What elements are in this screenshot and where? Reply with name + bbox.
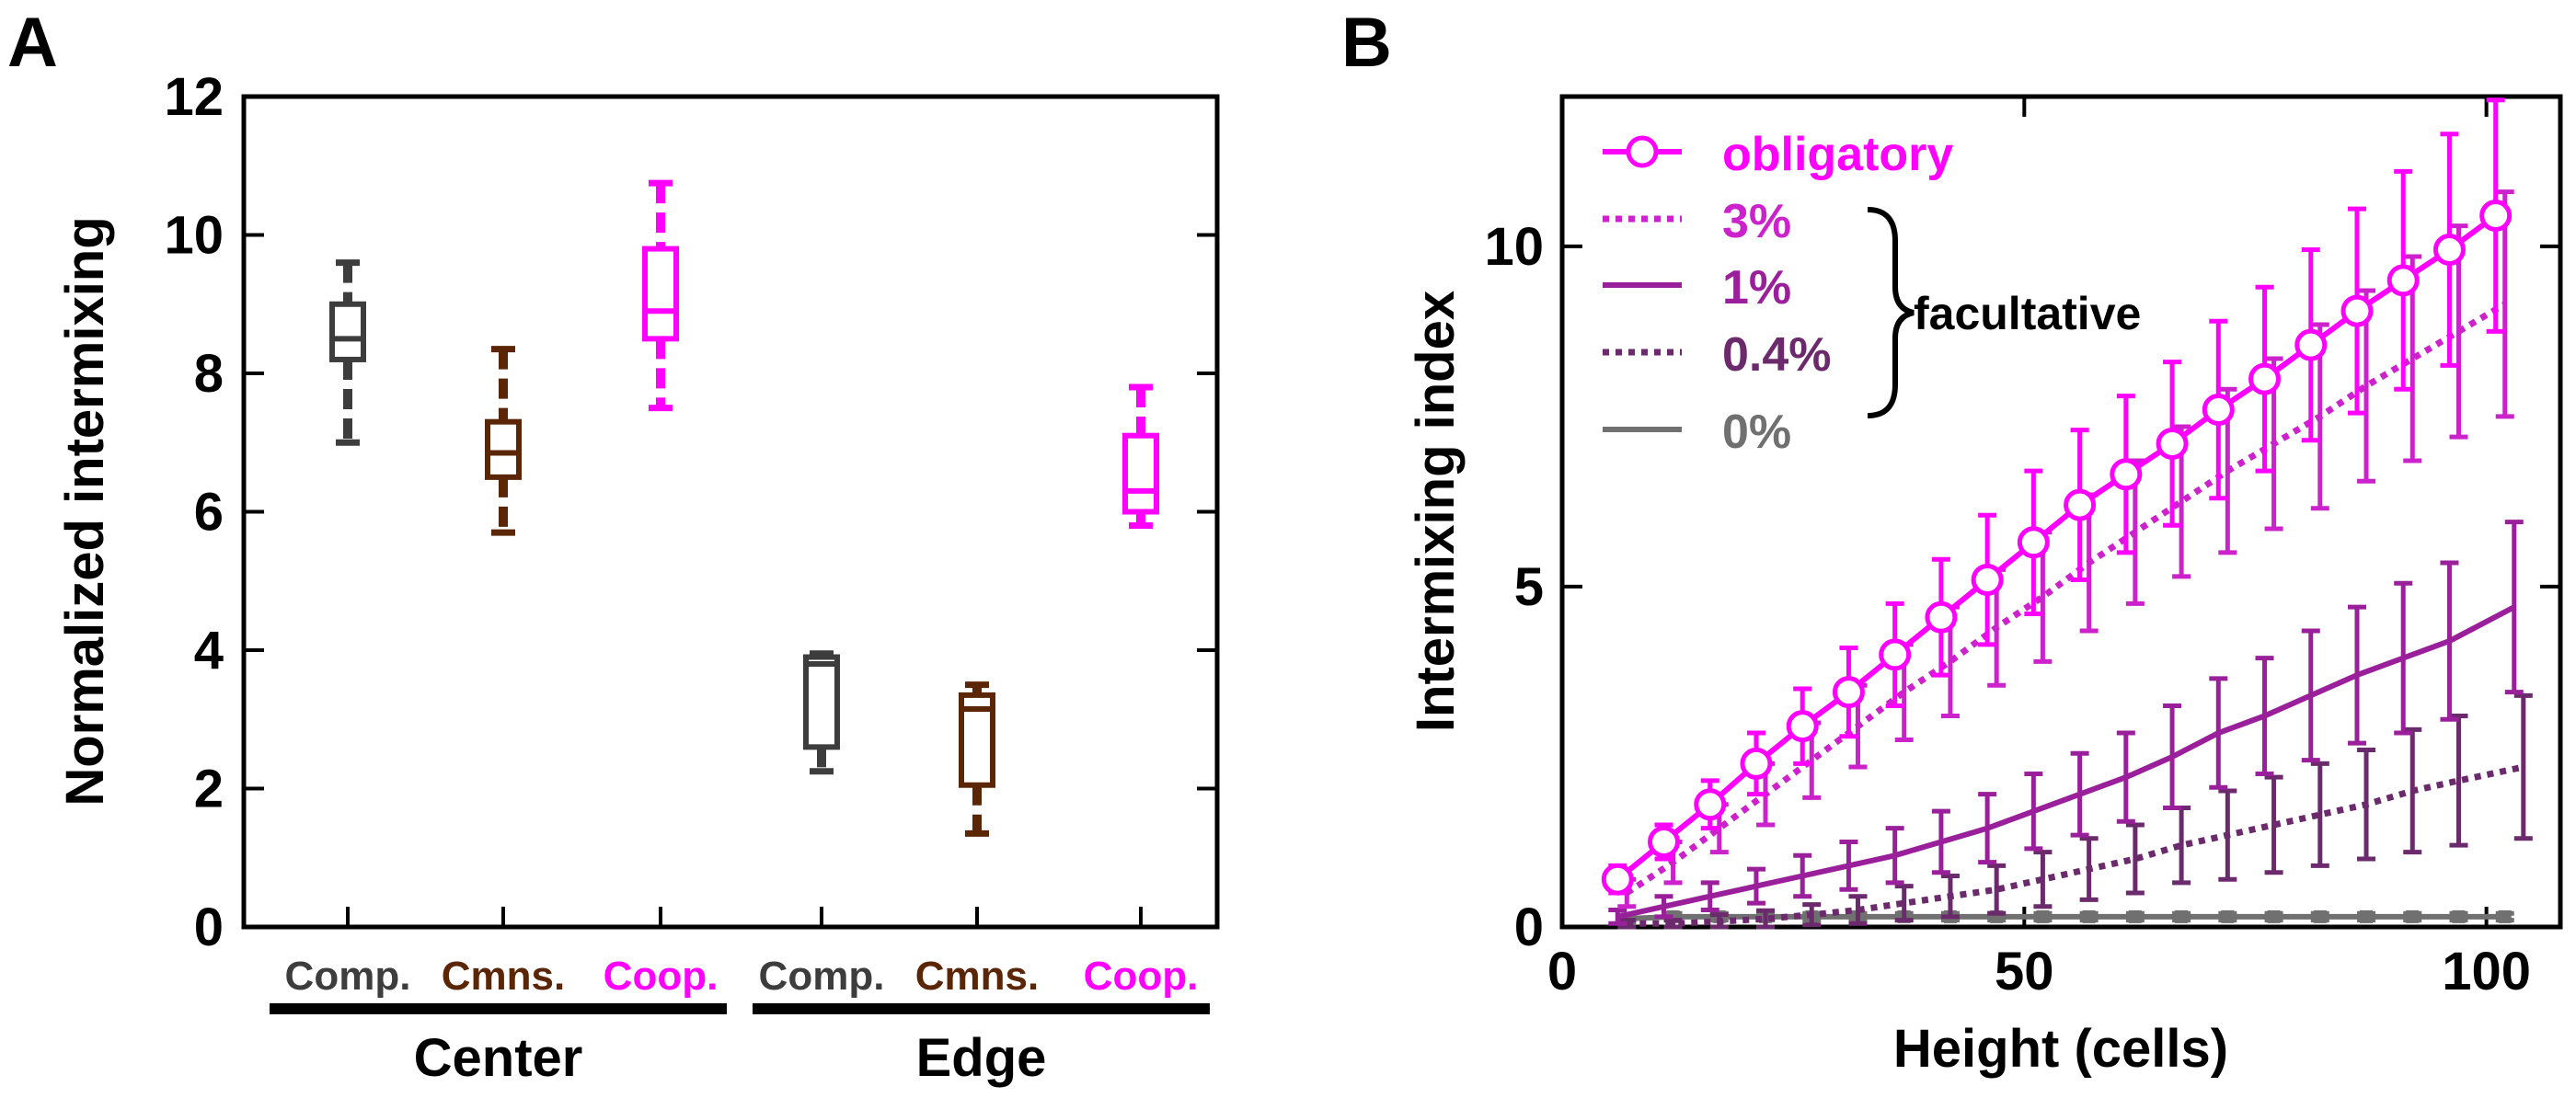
data-point (2313, 909, 2327, 923)
data-point (1648, 825, 1681, 858)
panel-b-series (1601, 97, 2533, 930)
panel-b-frame (1559, 94, 2563, 930)
category-label: Comp. (285, 954, 411, 999)
x-tick-label: 50 (1995, 942, 2054, 1001)
data-point (2082, 909, 2096, 923)
y-tick-label: 10 (164, 206, 224, 266)
y-tick-label: 8 (194, 344, 224, 404)
y-tick-label: 6 (194, 483, 224, 543)
box-edge-coop (1122, 383, 1159, 927)
legend-label: obligatory (1722, 128, 1953, 181)
y-tick-label: 2 (194, 760, 224, 819)
category-label: Coop. (1084, 954, 1199, 999)
legend-marker (1626, 135, 1659, 168)
panel-b-y-axis-label: Intermixing index (1406, 291, 1466, 732)
box-center-comp (329, 259, 366, 927)
panel-a-box-chart: 0 2 4 6 8 10 12 Comp. Cmns. Coop. Comp. Cmns. Coop.… (55, 67, 1220, 1088)
panel-a-boxes (329, 179, 1159, 927)
data-point (2360, 909, 2374, 923)
box-iqr (485, 418, 522, 480)
series-0pct (1617, 909, 2514, 926)
box-iqr (1122, 432, 1159, 515)
data-point (1740, 747, 1773, 780)
data-point (2221, 909, 2235, 923)
series-1pct (1608, 520, 2524, 926)
category-label: Coop. (604, 954, 719, 999)
data-point (2248, 362, 2282, 395)
legend-brace (1867, 207, 1915, 418)
legend-label: 0% (1722, 406, 1791, 459)
data-point (2175, 909, 2189, 923)
panel-b-letter: B (1341, 4, 1392, 82)
x-tick-label: 100 (2442, 942, 2531, 1001)
data-point (2406, 909, 2420, 923)
data-point (2294, 328, 2328, 361)
category-label: Cmns. (442, 954, 565, 999)
data-point (2432, 234, 2466, 267)
group-label: Edge (916, 1028, 1047, 1088)
box-iqr (642, 246, 679, 342)
y-tick-label: 4 (194, 621, 224, 681)
box-center-coop (642, 179, 679, 927)
series-line (1627, 763, 2524, 927)
panel-b-legend: obligatory 3% 1% 0.4% 0% facultative (1603, 128, 2141, 459)
y-tick-label: 0 (194, 898, 224, 957)
data-point (2386, 264, 2420, 297)
x-tick-label: 0 (1547, 942, 1577, 1001)
category-label: Cmns. (915, 954, 1039, 999)
data-point (1694, 788, 1727, 821)
legend-label: 3% (1722, 195, 1791, 248)
y-tick-label: 0 (1514, 898, 1544, 957)
data-point (2110, 458, 2143, 491)
data-point (2036, 909, 2050, 923)
panel-a-group-labels: Center Edge (270, 1003, 1210, 1088)
panel-a-category-labels: Comp. Cmns. Coop. Comp. Cmns. Coop. (285, 954, 1199, 999)
data-point (2202, 393, 2235, 426)
category-label: Comp. (759, 954, 885, 999)
data-point (2267, 909, 2281, 923)
data-point (1925, 600, 1958, 634)
group-label: Center (414, 1028, 583, 1088)
data-point (2064, 488, 2097, 521)
series-obligatory (1601, 97, 2513, 896)
legend-label: 1% (1722, 261, 1791, 315)
series-0-4pct (1617, 692, 2533, 930)
legend-label: 0.4% (1722, 328, 1832, 382)
y-tick-label: 12 (164, 67, 224, 127)
data-point (1832, 676, 1865, 709)
box-center-cmns (485, 346, 522, 927)
panel-a-letter: A (7, 4, 58, 82)
data-point (2479, 200, 2513, 233)
data-point (2340, 294, 2374, 327)
box-iqr (803, 654, 840, 750)
box-iqr (329, 301, 366, 362)
panel-a-y-axis-label: Normalized intermixing (55, 216, 115, 806)
data-point (1601, 863, 1634, 896)
series-line (1616, 604, 2516, 920)
data-point (2498, 909, 2512, 923)
data-point (1879, 638, 1912, 671)
data-point (2156, 427, 2189, 460)
data-point (2452, 909, 2466, 923)
y-tick-label: 10 (1484, 217, 1544, 277)
panel-a-y-axis: 0 2 4 6 8 10 12 (164, 67, 1217, 957)
box-edge-cmns (959, 681, 995, 927)
data-point (2017, 526, 2050, 559)
series-line (1625, 301, 2507, 896)
y-tick-label: 5 (1514, 557, 1544, 617)
data-point (2128, 909, 2142, 923)
data-point (1971, 564, 2004, 597)
box-edge-comp (803, 650, 840, 927)
panel-b-x-axis-label: Height (cells) (1893, 1019, 2228, 1079)
legend-group-label: facultative (1914, 288, 2141, 339)
data-point (1786, 710, 1819, 743)
panel-a-frame (241, 94, 1220, 930)
